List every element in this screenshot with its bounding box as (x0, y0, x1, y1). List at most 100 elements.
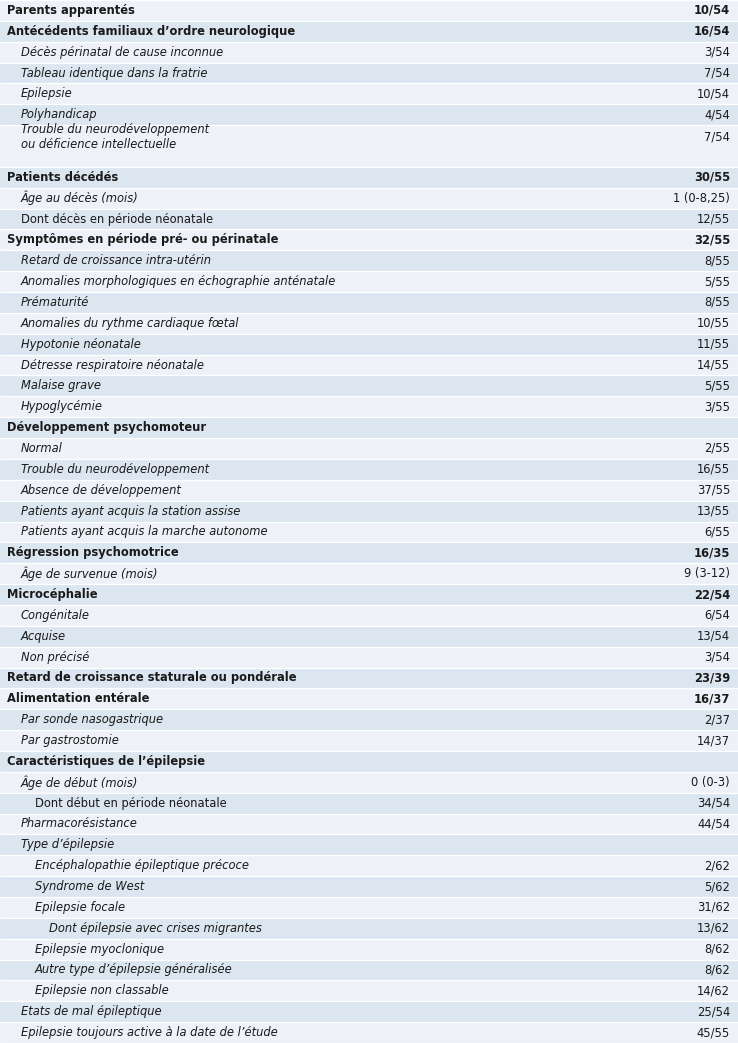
Text: Âge de début (mois): Âge de début (mois) (21, 775, 139, 790)
Text: Hypoglycémie: Hypoglycémie (21, 401, 103, 413)
Text: 16/54: 16/54 (694, 25, 730, 38)
Text: Retard de croissance intra-utérin: Retard de croissance intra-utérin (21, 254, 211, 267)
Bar (0, 647, 738, 668)
Text: Epilepsie toujours active à la date de l’étude: Epilepsie toujours active à la date de l… (21, 1026, 277, 1039)
Text: Alimentation entérale: Alimentation entérale (7, 693, 149, 705)
Text: Décès périnatal de cause inconnue: Décès périnatal de cause inconnue (21, 46, 224, 58)
Bar (0, 793, 738, 814)
Text: 7/54: 7/54 (704, 67, 730, 79)
Bar (0, 0, 738, 21)
Text: Polyhandicap: Polyhandicap (21, 108, 97, 121)
Text: Anomalies du rythme cardiaque fœtal: Anomalies du rythme cardiaque fœtal (21, 317, 240, 330)
Text: 37/55: 37/55 (697, 484, 730, 496)
Bar (0, 42, 738, 63)
Text: Autre type d’épilepsie généralisée: Autre type d’épilepsie généralisée (35, 964, 232, 976)
Bar (0, 250, 738, 271)
Bar (0, 125, 738, 167)
Text: 34/54: 34/54 (697, 797, 730, 809)
Text: Encéphalopathie épileptique précoce: Encéphalopathie épileptique précoce (35, 859, 249, 872)
Bar (0, 584, 738, 605)
Bar (0, 438, 738, 459)
Bar (0, 980, 738, 1001)
Text: 6/55: 6/55 (704, 526, 730, 538)
Bar (0, 21, 738, 42)
Bar (0, 688, 738, 709)
Text: 2/55: 2/55 (704, 442, 730, 455)
Text: 16/37: 16/37 (694, 693, 730, 705)
Text: 1 (0-8,25): 1 (0-8,25) (673, 192, 730, 204)
Bar (0, 605, 738, 626)
Bar (0, 334, 738, 355)
Text: 45/55: 45/55 (697, 1026, 730, 1039)
Bar (0, 480, 738, 501)
Text: 30/55: 30/55 (694, 171, 730, 184)
Text: 0 (0-3): 0 (0-3) (692, 776, 730, 789)
Text: Type d’épilepsie: Type d’épilepsie (21, 839, 114, 851)
Text: Régression psychomotrice: Régression psychomotrice (7, 547, 179, 559)
Bar (0, 271, 738, 292)
Text: Syndrome de West: Syndrome de West (35, 880, 144, 893)
Text: Patients ayant acquis la marche autonome: Patients ayant acquis la marche autonome (21, 526, 268, 538)
Text: 11/55: 11/55 (697, 338, 730, 350)
Bar (0, 167, 738, 188)
Text: 10/54: 10/54 (694, 4, 730, 17)
Text: 8/55: 8/55 (704, 296, 730, 309)
Text: Anomalies morphologiques en échographie anténatale: Anomalies morphologiques en échographie … (21, 275, 337, 288)
Text: 13/62: 13/62 (697, 922, 730, 935)
Bar (0, 876, 738, 897)
Text: Hypotonie néonatale: Hypotonie néonatale (21, 338, 141, 350)
Text: 14/62: 14/62 (697, 985, 730, 997)
Bar (0, 939, 738, 960)
Text: Pharmacorésistance: Pharmacorésistance (21, 818, 138, 830)
Bar (0, 1022, 738, 1043)
Text: Par gastrostomie: Par gastrostomie (21, 734, 119, 747)
Text: 3/54: 3/54 (704, 651, 730, 663)
Text: Non précisé: Non précisé (21, 651, 89, 663)
Bar (0, 375, 738, 396)
Text: 31/62: 31/62 (697, 901, 730, 914)
Bar (0, 772, 738, 793)
Text: 5/55: 5/55 (704, 380, 730, 392)
Bar (0, 897, 738, 918)
Text: 6/54: 6/54 (704, 609, 730, 622)
Bar (0, 63, 738, 83)
Bar (0, 209, 738, 229)
Text: 32/55: 32/55 (694, 234, 730, 246)
Text: Parents apparentés: Parents apparentés (7, 4, 135, 17)
Text: 16/55: 16/55 (697, 463, 730, 476)
Bar (0, 501, 738, 522)
Text: 3/55: 3/55 (704, 401, 730, 413)
Text: 22/54: 22/54 (694, 588, 730, 601)
Text: 9 (3-12): 9 (3-12) (684, 567, 730, 580)
Bar (0, 355, 738, 375)
Text: 5/55: 5/55 (704, 275, 730, 288)
Text: 3/54: 3/54 (704, 46, 730, 58)
Text: 4/54: 4/54 (704, 108, 730, 121)
Text: Epilepsie myoclonique: Epilepsie myoclonique (35, 943, 164, 955)
Bar (0, 188, 738, 209)
Text: Prématurité: Prématurité (21, 296, 89, 309)
Bar (0, 83, 738, 104)
Text: Symptômes en période pré- ou périnatale: Symptômes en période pré- ou périnatale (7, 234, 278, 246)
Text: 23/39: 23/39 (694, 672, 730, 684)
Text: 16/35: 16/35 (694, 547, 730, 559)
Text: 8/62: 8/62 (704, 943, 730, 955)
Bar (0, 229, 738, 250)
Text: Tableau identique dans la fratrie: Tableau identique dans la fratrie (21, 67, 207, 79)
Text: 10/55: 10/55 (697, 317, 730, 330)
Text: 10/54: 10/54 (697, 88, 730, 100)
Bar (0, 1001, 738, 1022)
Text: Dont décès en période néonatale: Dont décès en période néonatale (21, 213, 213, 225)
Bar (0, 918, 738, 939)
Bar (0, 730, 738, 751)
Bar (0, 104, 738, 125)
Text: Développement psychomoteur: Développement psychomoteur (7, 421, 206, 434)
Text: Dont début en période néonatale: Dont début en période néonatale (35, 797, 227, 809)
Text: 7/54: 7/54 (704, 130, 730, 143)
Text: Patients décédés: Patients décédés (7, 171, 118, 184)
Bar (0, 709, 738, 730)
Text: Congénitale: Congénitale (21, 609, 90, 622)
Text: 13/54: 13/54 (697, 630, 730, 642)
Text: Acquise: Acquise (21, 630, 66, 642)
Bar (0, 313, 738, 334)
